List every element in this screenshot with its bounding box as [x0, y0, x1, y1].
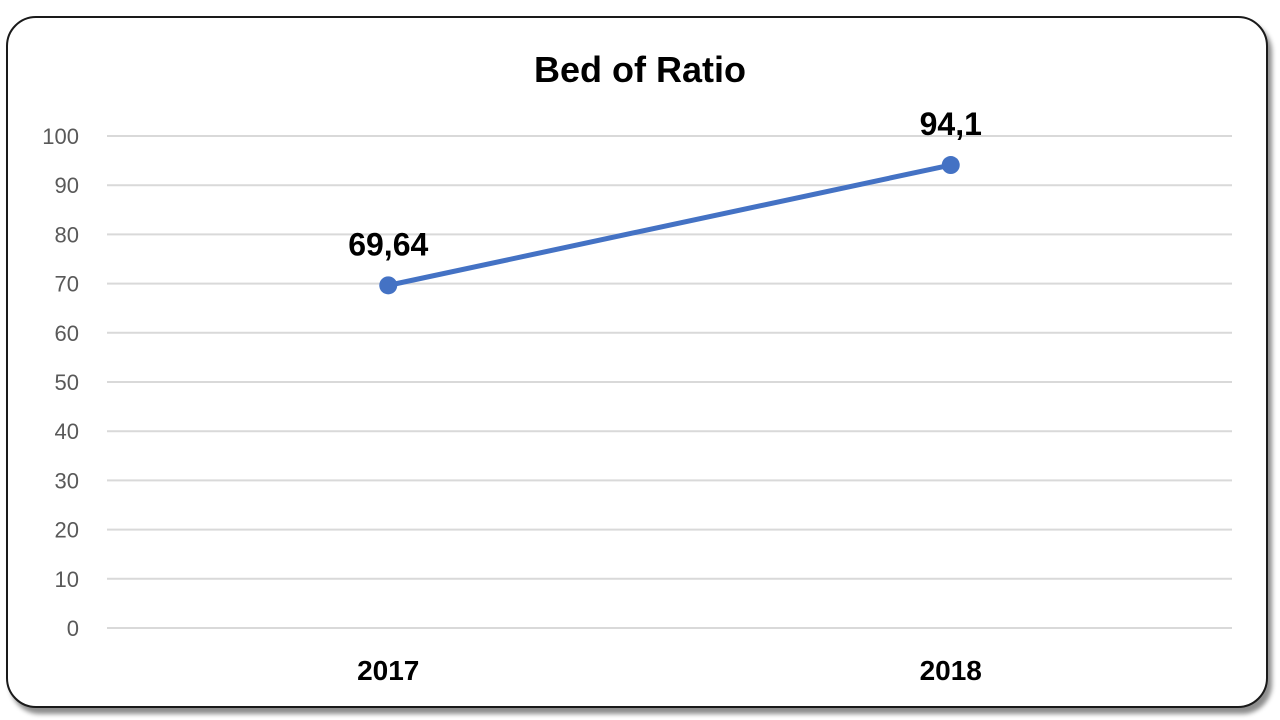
- series-line-path: [385, 162, 954, 288]
- y-tick-label: 10: [55, 567, 79, 592]
- x-tick-label: 2018: [920, 655, 982, 686]
- y-tick-label: 0: [67, 616, 79, 641]
- series-line: [379, 156, 960, 295]
- data-point: [379, 276, 398, 295]
- y-tick-label: 90: [55, 173, 79, 198]
- x-tick-label: 2017: [357, 655, 419, 686]
- y-tick-label: 20: [55, 518, 79, 543]
- y-tick-label: 70: [55, 272, 79, 297]
- y-tick-label: 30: [55, 468, 79, 493]
- gridlines: [107, 135, 1232, 629]
- x-axis-ticks: 2017 2018: [357, 655, 982, 686]
- data-labels: 69,64 94,1: [348, 106, 982, 262]
- y-tick-label: 50: [55, 370, 79, 395]
- chart-frame: [6, 16, 1268, 708]
- y-axis-ticks: 0 10 20 30 40 50 60 70 80 90 100: [42, 124, 79, 641]
- chart-title: Bed of Ratio: [534, 49, 746, 90]
- y-tick-label: 40: [55, 419, 79, 444]
- y-tick-label: 100: [42, 124, 79, 149]
- data-point: [941, 156, 960, 175]
- y-tick-label: 60: [55, 321, 79, 346]
- data-label: 94,1: [920, 106, 982, 142]
- data-label: 69,64: [348, 226, 428, 262]
- y-tick-label: 80: [55, 222, 79, 247]
